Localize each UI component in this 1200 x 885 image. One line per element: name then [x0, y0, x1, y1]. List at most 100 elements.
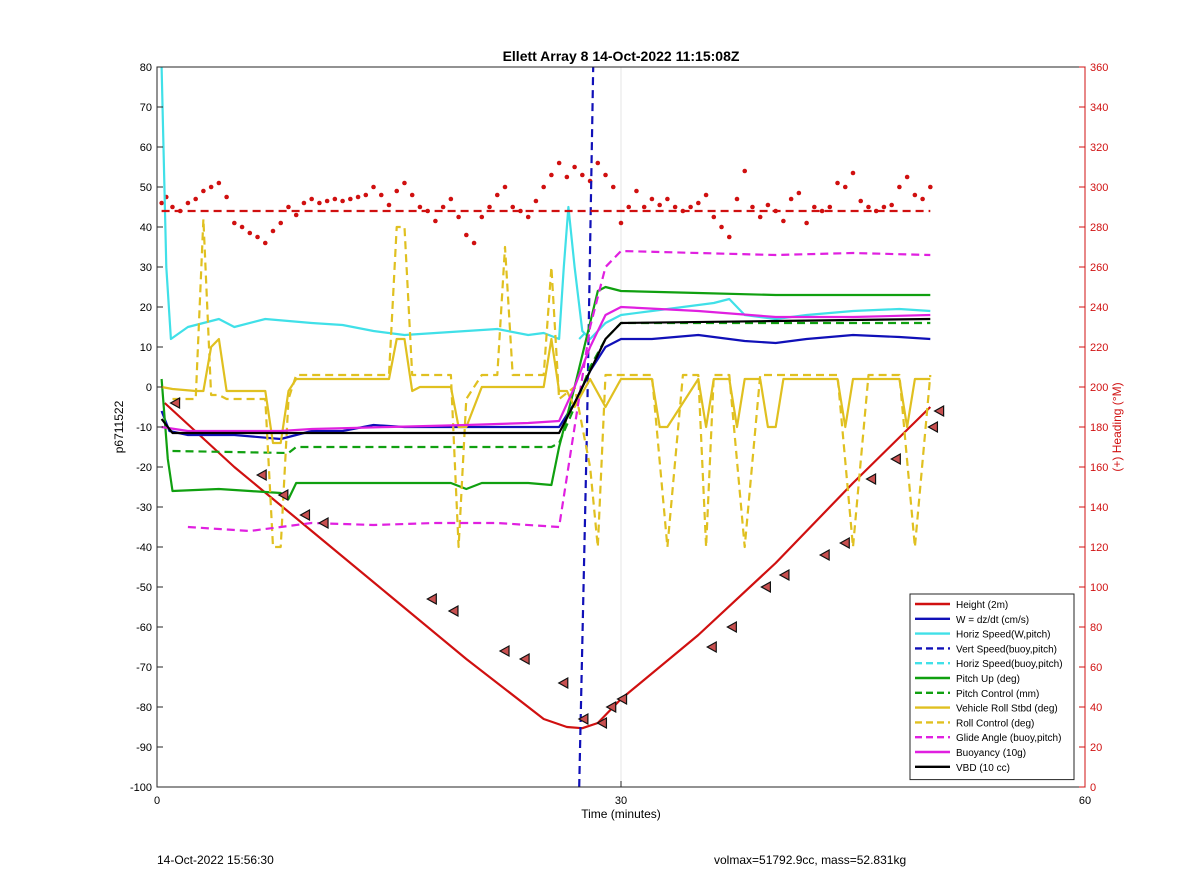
height-markers-point [927, 420, 939, 434]
heading-point [819, 208, 825, 214]
heading-point [842, 184, 848, 190]
legend-label: Pitch Up (deg) [956, 674, 1020, 685]
y2-tick-label: 0 [1090, 782, 1096, 794]
heading-point [897, 184, 902, 190]
vbd-10-cc-line [160, 317, 931, 435]
heading-point [224, 194, 229, 200]
heading-point [270, 228, 276, 234]
y-tick-label: 10 [140, 342, 152, 354]
heading-point [618, 220, 624, 226]
heading-point [185, 200, 191, 206]
y-axis-label: p6711522 [112, 400, 126, 453]
y-axis-left: -100-90-80-70-60-50-40-30-20-10010203040… [130, 62, 163, 794]
y-tick-label: 70 [140, 102, 152, 114]
heading-point [912, 192, 918, 198]
plot-lines [159, 67, 945, 787]
heading-point [641, 204, 647, 210]
y2-tick-label: 220 [1090, 342, 1108, 354]
heading-point [348, 196, 353, 202]
y-tick-label: -40 [136, 542, 152, 554]
heading-point [479, 214, 485, 220]
heading-point [363, 192, 369, 198]
y-tick-label: -90 [136, 742, 152, 754]
height-markers-point [557, 676, 569, 690]
heading-point [835, 180, 840, 186]
y2-tick-label: 100 [1090, 582, 1108, 594]
legend-label: Glide Angle (buoy,pitch) [956, 733, 1061, 744]
legend-label: Pitch Control (mm) [956, 689, 1039, 700]
x-tick-label: 60 [1079, 795, 1091, 807]
y-tick-label: -60 [136, 622, 152, 634]
height-markers-point [518, 652, 530, 666]
heading-point [487, 204, 492, 210]
heading-point [309, 196, 314, 202]
height-markers-point [865, 472, 877, 486]
y2-tick-label: 280 [1090, 222, 1108, 234]
heading-point [556, 160, 562, 166]
heading-point [711, 214, 717, 220]
heading-point [471, 240, 477, 246]
heading-point [788, 196, 794, 202]
height-markers-point [277, 488, 289, 502]
heading-point [742, 168, 748, 174]
heading-point [626, 204, 632, 210]
heading-point [409, 192, 415, 198]
heading-point [734, 196, 740, 202]
heading-point [371, 184, 376, 190]
footer-vehicle-info: volmax=51792.9cc, mass=52.831kg [714, 853, 907, 867]
heading-point [216, 180, 222, 186]
height-markers-point [706, 640, 717, 654]
x-axis: 0 30 60 [154, 781, 1091, 807]
heading-point [324, 198, 330, 204]
heading-point [255, 234, 260, 240]
y2-tick-label: 240 [1090, 302, 1108, 314]
heading-point [726, 234, 732, 240]
legend-label: Roll Control (deg) [956, 718, 1034, 729]
heading-point [549, 172, 554, 178]
heading-point [812, 204, 817, 210]
height-markers-point [169, 396, 181, 410]
y2-tick-label: 340 [1090, 102, 1108, 114]
y2-tick-label: 180 [1090, 422, 1108, 434]
legend: Height (2m) W = dz/dt (cm/s) Horiz Speed(W… [909, 593, 1075, 781]
roll-control-deg-line [172, 217, 932, 549]
heading-point [858, 198, 864, 204]
x-tick-label: 0 [154, 795, 160, 807]
height-markers-point [596, 716, 608, 730]
height-markers-point [498, 644, 510, 658]
legend-label: Buoyancy (10g) [956, 748, 1026, 759]
y-tick-label: 0 [146, 382, 152, 394]
heading-point [703, 192, 709, 198]
y-tick-label: -10 [136, 422, 152, 434]
heading-point [286, 204, 291, 210]
y-tick-label: 60 [140, 142, 152, 154]
height-markers-point [616, 692, 628, 706]
heading-point [170, 204, 175, 210]
height-markers-point [605, 700, 617, 714]
heading-point [317, 200, 322, 206]
height-markers-point [426, 592, 437, 606]
y2-tick-label: 40 [1090, 702, 1102, 714]
y-tick-label: -100 [130, 782, 152, 794]
height-markers-point [317, 516, 329, 530]
legend-label: Vert Speed(buoy,pitch) [956, 644, 1057, 655]
vert-speed-buoy-pitch-line [578, 67, 595, 787]
x-axis-label: Time (minutes) [581, 807, 661, 821]
y-tick-label: -50 [136, 582, 152, 594]
heading-point [201, 188, 206, 194]
y2-axis-label: (+) Heading (°M) [1110, 382, 1124, 471]
legend-label: Vehicle Roll Stbd (deg) [956, 704, 1058, 715]
y2-tick-label: 160 [1090, 462, 1108, 474]
height-markers-point [933, 404, 945, 418]
heading-point [193, 196, 198, 202]
y-tick-label: 80 [140, 62, 152, 74]
heading-point [440, 204, 446, 210]
heading-point [649, 196, 655, 202]
heading-point [247, 230, 253, 236]
heading-point [464, 232, 469, 238]
y-tick-label: 50 [140, 182, 152, 194]
heading-point [696, 200, 701, 206]
legend-label: VBD (10 cc) [956, 763, 1010, 774]
heading-point [355, 194, 361, 200]
